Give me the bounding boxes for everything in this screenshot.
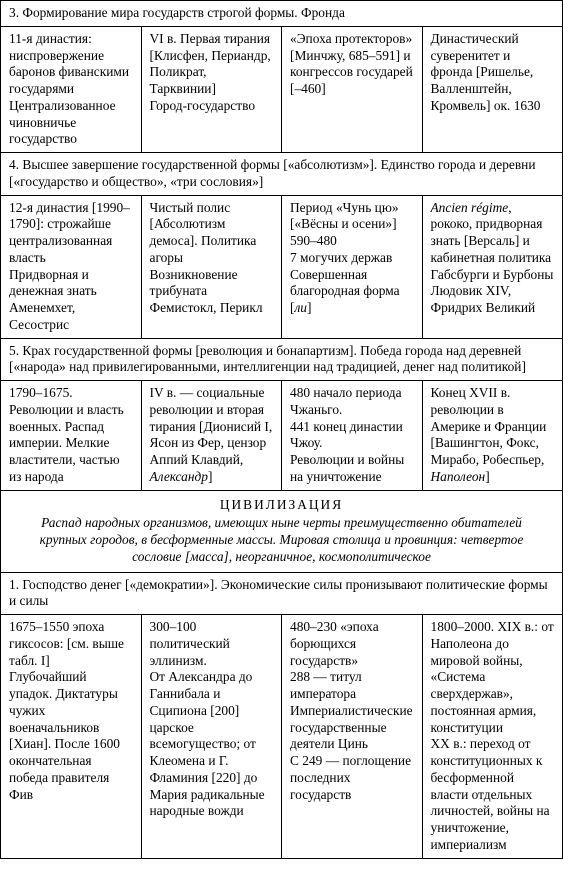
page-table: 3. Формирование мира государств строгой … — [0, 0, 563, 859]
cell: 480 начало периода Чжаньго.441 конец дин… — [281, 381, 422, 490]
section-row-3: 11-я династия: ниспровержение баронов фи… — [1, 26, 562, 152]
section-row-5: 1790–1675. Революции и власть военных. Р… — [1, 380, 562, 490]
cell: VI в. Первая тирания [Клисфен, Периандр,… — [141, 27, 282, 152]
section-header-c1: 1. Господство денег [«демократии»]. Экон… — [1, 572, 562, 615]
cell: 300–100 политический эллинизм.От Алексан… — [141, 615, 282, 858]
cell: IV в. — социальные революции и вторая ти… — [141, 381, 282, 490]
section-row-c1: 1675–1550 эпоха гиксосов: [см. выше табл… — [1, 614, 562, 858]
cell: 480–230 «эпоха борющихся государств»288 … — [281, 615, 422, 858]
cell: Конец XVII в. революции в Америке и Фран… — [422, 381, 563, 490]
civilization-title: ЦИВИЛИЗАЦИЯ — [17, 497, 546, 514]
section-header-4: 4. Высшее завершение государственной фор… — [1, 152, 562, 195]
cell: «Эпоха протекторов» [Минчжу, 685–591] и … — [281, 27, 422, 152]
civilization-desc: Распад народных организмов, имеющих ныне… — [17, 515, 546, 565]
section-header-5: 5. Крах государственной формы [революция… — [1, 338, 562, 381]
section-row-4: 12-я династия [1990–1790]: строжайше цен… — [1, 195, 562, 338]
cell: 1800–2000. XIX в.: от Наполеона до миров… — [422, 615, 563, 858]
cell: 11-я династия: ниспровержение баронов фи… — [1, 27, 141, 152]
cell: 1790–1675. Революции и власть военных. Р… — [1, 381, 141, 490]
cell: Период «Чунь цю» [«Вёсны и осени»] 590–4… — [281, 196, 422, 338]
civilization-block: ЦИВИЛИЗАЦИЯ Распад народных организмов, … — [1, 490, 562, 572]
cell: 12-я династия [1990–1790]: строжайше цен… — [1, 196, 141, 338]
cell: Династический суверенитет и фронда [Рише… — [422, 27, 563, 152]
cell: 1675–1550 эпоха гиксосов: [см. выше табл… — [1, 615, 141, 858]
cell: Ancien régime, рококо, придворная знать … — [422, 196, 563, 338]
cell: Чистый полис [Абсолютизм демоса]. Полити… — [141, 196, 282, 338]
section-header-3: 3. Формирование мира государств строгой … — [1, 1, 562, 26]
